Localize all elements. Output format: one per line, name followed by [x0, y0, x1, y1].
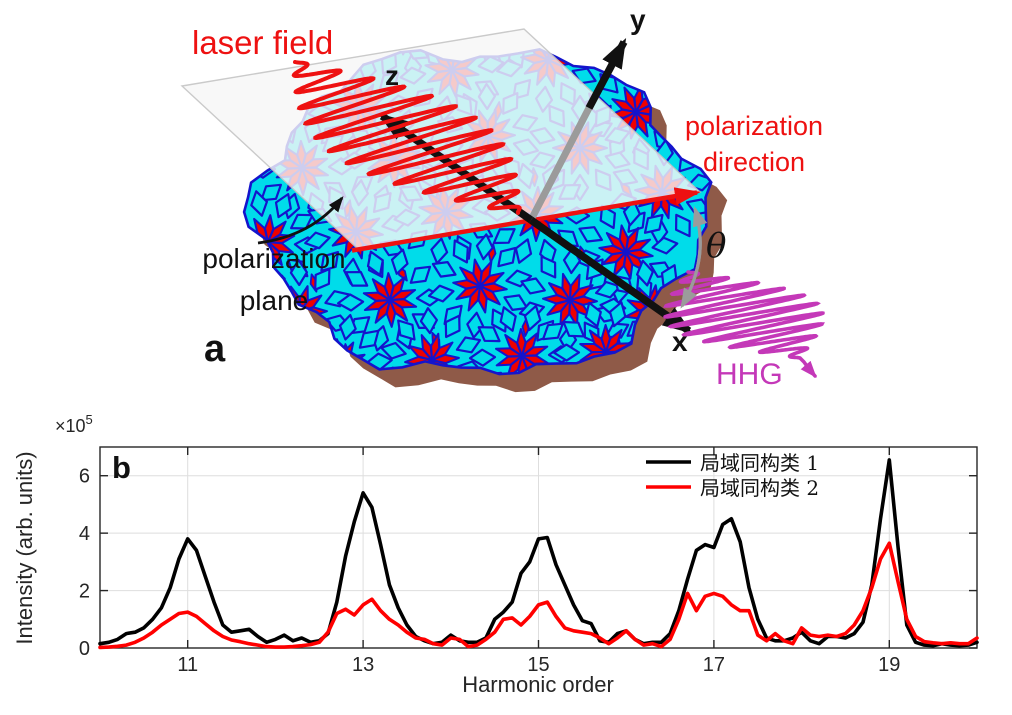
theta-arc-lower — [680, 208, 702, 309]
polarization-plane-label: polarization plane — [186, 238, 362, 322]
x-axis-title: Harmonic order — [462, 672, 614, 697]
x-tick-label: 17 — [703, 654, 725, 676]
polarization-plane-line2: plane — [239, 285, 309, 316]
panel-a-letter: a — [204, 328, 226, 370]
polarization-direction-line1: polarization — [684, 111, 824, 141]
y-tick-label: 4 — [79, 523, 90, 545]
quasicrystal-diagram — [180, 28, 825, 393]
legend-label-2: 局域同构类 2 — [700, 476, 819, 500]
x-axis-arrow — [528, 216, 693, 335]
hhg-label: HHG — [716, 358, 783, 391]
x-tick-label: 11 — [177, 654, 198, 676]
x-tick-label: 19 — [878, 654, 900, 676]
polarization-plane-line1: polarization — [202, 243, 346, 274]
y-tick-label: 0 — [79, 638, 90, 660]
legend-label-1: 局域同构类 1 — [700, 451, 819, 475]
y-axis-label: y — [630, 4, 646, 35]
x-tick-label: 13 — [352, 654, 374, 676]
x-axis-label: x — [672, 326, 688, 357]
plane-pointer-arrow — [257, 196, 344, 245]
y-tick-label: 6 — [79, 466, 90, 488]
spectrum-curve-2 — [98, 541, 979, 650]
polarization-direction-label: polarization direction — [666, 108, 842, 180]
laser-field-label: laser field — [192, 24, 334, 61]
laser-field-wave — [291, 60, 522, 215]
y-axis-multiplier: ×105 — [55, 412, 93, 436]
y-tick-label: 2 — [79, 581, 90, 603]
hhg-wave — [663, 270, 825, 378]
hhg-spectrum-chart: 11 13 15 17 19 0 2 4 6 ×105 Harmonic order Intensit… — [12, 412, 979, 697]
y-axis-title: Intensity (arb. units) — [12, 451, 37, 644]
polarization-direction-line2: direction — [702, 147, 806, 177]
theta-angle-label: θ — [706, 226, 727, 266]
cluster-outline — [242, 48, 713, 376]
x-tick-label: 15 — [527, 654, 549, 676]
y-axis-shaft-gray — [527, 106, 593, 222]
z-axis-label: z — [385, 60, 399, 91]
polarization-direction-arrow — [351, 187, 701, 253]
y-axis-arrow — [585, 38, 628, 110]
panel-b-letter: b — [112, 450, 131, 485]
